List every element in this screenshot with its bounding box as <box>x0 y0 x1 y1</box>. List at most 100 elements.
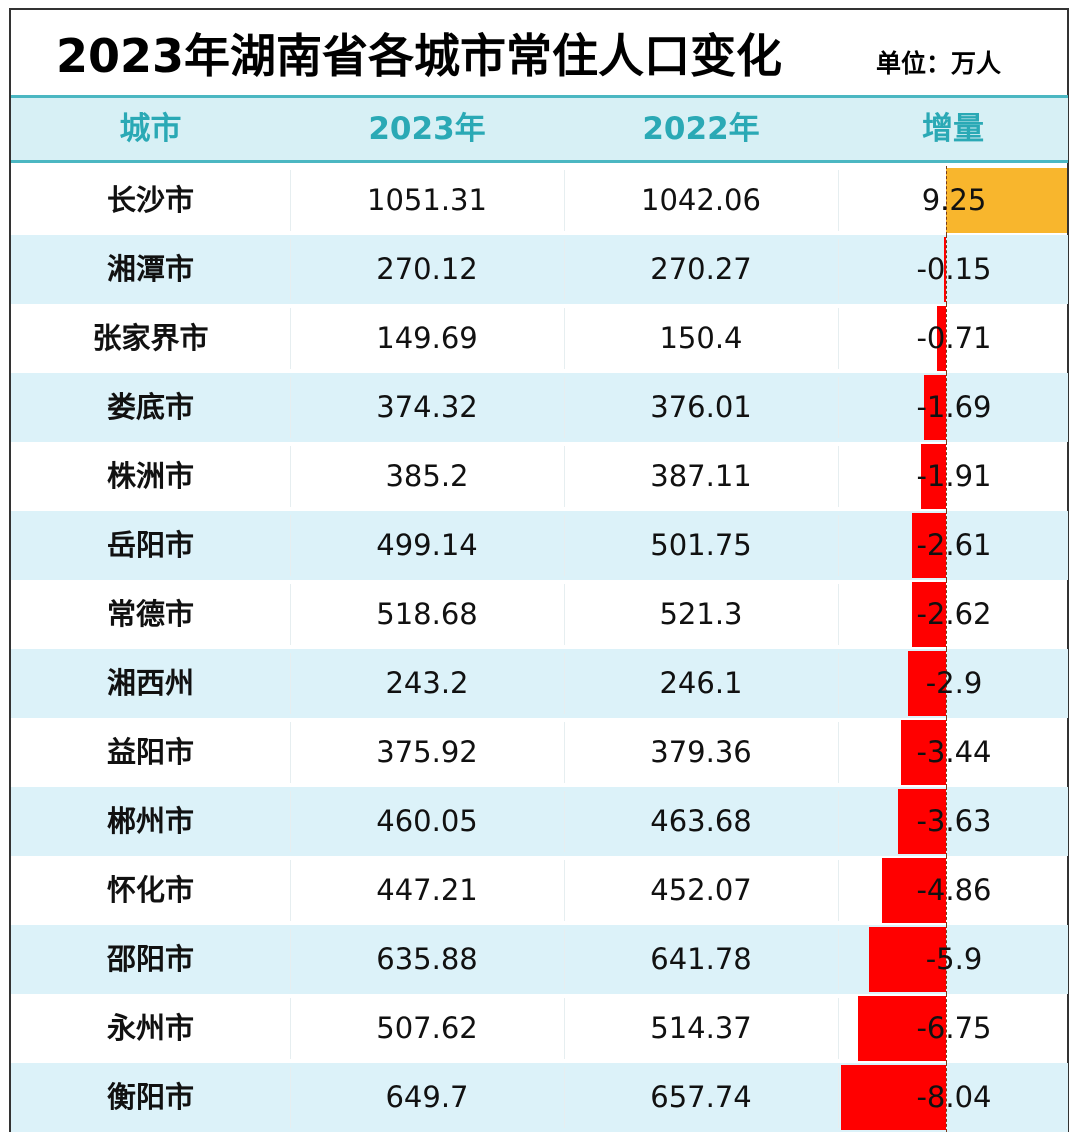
table-row: 常德市 518.68 521.3 -2.62 <box>11 580 1068 649</box>
table-row: 邵阳市 635.88 641.78 -5.9 <box>11 925 1068 994</box>
negative-bar <box>920 444 946 509</box>
column-divider <box>838 170 839 231</box>
table-row: 永州市 507.62 514.37 -6.75 <box>11 994 1068 1063</box>
table-row: 郴州市 460.05 463.68 -3.63 <box>11 787 1068 856</box>
table-row: 岳阳市 499.14 501.75 -2.61 <box>11 511 1068 580</box>
bar-axis <box>946 1063 947 1132</box>
negative-bar <box>911 513 946 578</box>
delta-cell: -1.91 <box>916 459 992 493</box>
value-2023-cell: 1051.31 <box>367 183 487 217</box>
value-2022-cell: 270.27 <box>650 252 752 286</box>
value-2023-cell: 447.21 <box>376 873 478 907</box>
value-2022-cell: 501.75 <box>650 528 752 562</box>
negative-bar <box>882 858 946 923</box>
value-2023-cell: 507.62 <box>376 1011 478 1045</box>
value-2022-cell: 246.1 <box>659 666 743 700</box>
column-divider <box>838 860 839 921</box>
column-divider <box>564 860 565 921</box>
value-2022-cell: 452.07 <box>650 873 752 907</box>
column-divider <box>564 308 565 369</box>
column-divider <box>838 722 839 783</box>
table-row: 衡阳市 649.7 657.74 -8.04 <box>11 1063 1068 1132</box>
table-row: 株洲市 385.2 387.11 -1.91 <box>11 442 1068 511</box>
city-cell: 郴州市 <box>106 804 194 838</box>
value-2022-cell: 514.37 <box>650 1011 752 1045</box>
value-2023-cell: 460.05 <box>376 804 478 838</box>
city-cell: 益阳市 <box>106 735 194 769</box>
city-cell: 湘潭市 <box>106 252 194 286</box>
bar-axis <box>946 925 947 994</box>
column-divider <box>290 929 291 990</box>
value-2022-cell: 387.11 <box>650 459 752 493</box>
bar-axis <box>946 649 947 718</box>
delta-cell: -8.04 <box>916 1080 992 1114</box>
value-2023-cell: 518.68 <box>376 597 478 631</box>
column-divider <box>290 860 291 921</box>
value-2022-cell: 657.74 <box>650 1080 752 1114</box>
delta-cell: -3.44 <box>916 735 992 769</box>
table-row: 益阳市 375.92 379.36 -3.44 <box>11 718 1068 787</box>
column-divider <box>290 791 291 852</box>
bar-axis <box>946 787 947 856</box>
column-divider <box>290 515 291 576</box>
city-cell: 张家界市 <box>92 321 209 355</box>
column-divider <box>564 170 565 231</box>
city-cell: 长沙市 <box>106 183 194 217</box>
negative-bar <box>868 927 946 992</box>
value-2022-cell: 376.01 <box>650 390 752 424</box>
table-body: 长沙市 1051.31 1042.06 9.25 湘潭市 270.12 270.27 -0.1… <box>11 166 1068 1132</box>
value-2023-cell: 499.14 <box>376 528 478 562</box>
delta-cell: -2.9 <box>925 666 983 700</box>
negative-bar <box>898 789 946 854</box>
delta-cell: -1.69 <box>916 390 992 424</box>
table-row: 湘潭市 270.12 270.27 -0.15 <box>11 235 1068 304</box>
header-delta: 增量 <box>922 111 984 147</box>
value-2022-cell: 641.78 <box>650 942 752 976</box>
column-divider <box>564 998 565 1059</box>
city-cell: 常德市 <box>106 597 194 631</box>
city-cell: 怀化市 <box>106 873 194 907</box>
column-divider <box>564 1067 565 1128</box>
city-cell: 衡阳市 <box>106 1080 194 1114</box>
column-divider <box>838 653 839 714</box>
column-divider <box>290 653 291 714</box>
delta-cell: -0.15 <box>916 252 992 286</box>
delta-cell: -2.62 <box>916 597 992 631</box>
table-row: 湘西州 243.2 246.1 -2.9 <box>11 649 1068 718</box>
column-divider <box>838 377 839 438</box>
delta-cell: -5.9 <box>925 942 983 976</box>
value-2022-cell: 521.3 <box>659 597 743 631</box>
value-2022-cell: 463.68 <box>650 804 752 838</box>
column-divider <box>290 377 291 438</box>
column-divider <box>290 308 291 369</box>
delta-cell: -3.63 <box>916 804 992 838</box>
bar-axis <box>946 511 947 580</box>
negative-bar <box>840 1065 946 1130</box>
column-divider <box>290 722 291 783</box>
value-2023-cell: 270.12 <box>376 252 478 286</box>
column-divider <box>290 584 291 645</box>
column-divider <box>564 377 565 438</box>
column-divider <box>838 791 839 852</box>
column-divider <box>838 239 839 300</box>
negative-bar <box>923 375 946 440</box>
header-2022: 2022年 <box>642 111 760 147</box>
column-divider <box>838 929 839 990</box>
page-title: 2023年湖南省各城市常住人口变化 <box>56 29 783 83</box>
table-row: 长沙市 1051.31 1042.06 9.25 <box>11 166 1068 235</box>
column-divider <box>564 239 565 300</box>
delta-cell: -4.86 <box>916 873 992 907</box>
city-cell: 株洲市 <box>106 459 194 493</box>
column-divider <box>564 791 565 852</box>
table-row: 张家界市 149.69 150.4 -0.71 <box>11 304 1068 373</box>
column-divider <box>290 170 291 231</box>
city-cell: 永州市 <box>106 1011 194 1045</box>
bar-axis <box>946 718 947 787</box>
bar-axis <box>946 580 947 649</box>
bar-axis <box>946 856 947 925</box>
bar-axis <box>946 994 947 1063</box>
column-divider <box>564 929 565 990</box>
value-2023-cell: 149.69 <box>376 321 478 355</box>
bar-axis <box>946 235 947 304</box>
column-divider <box>838 584 839 645</box>
